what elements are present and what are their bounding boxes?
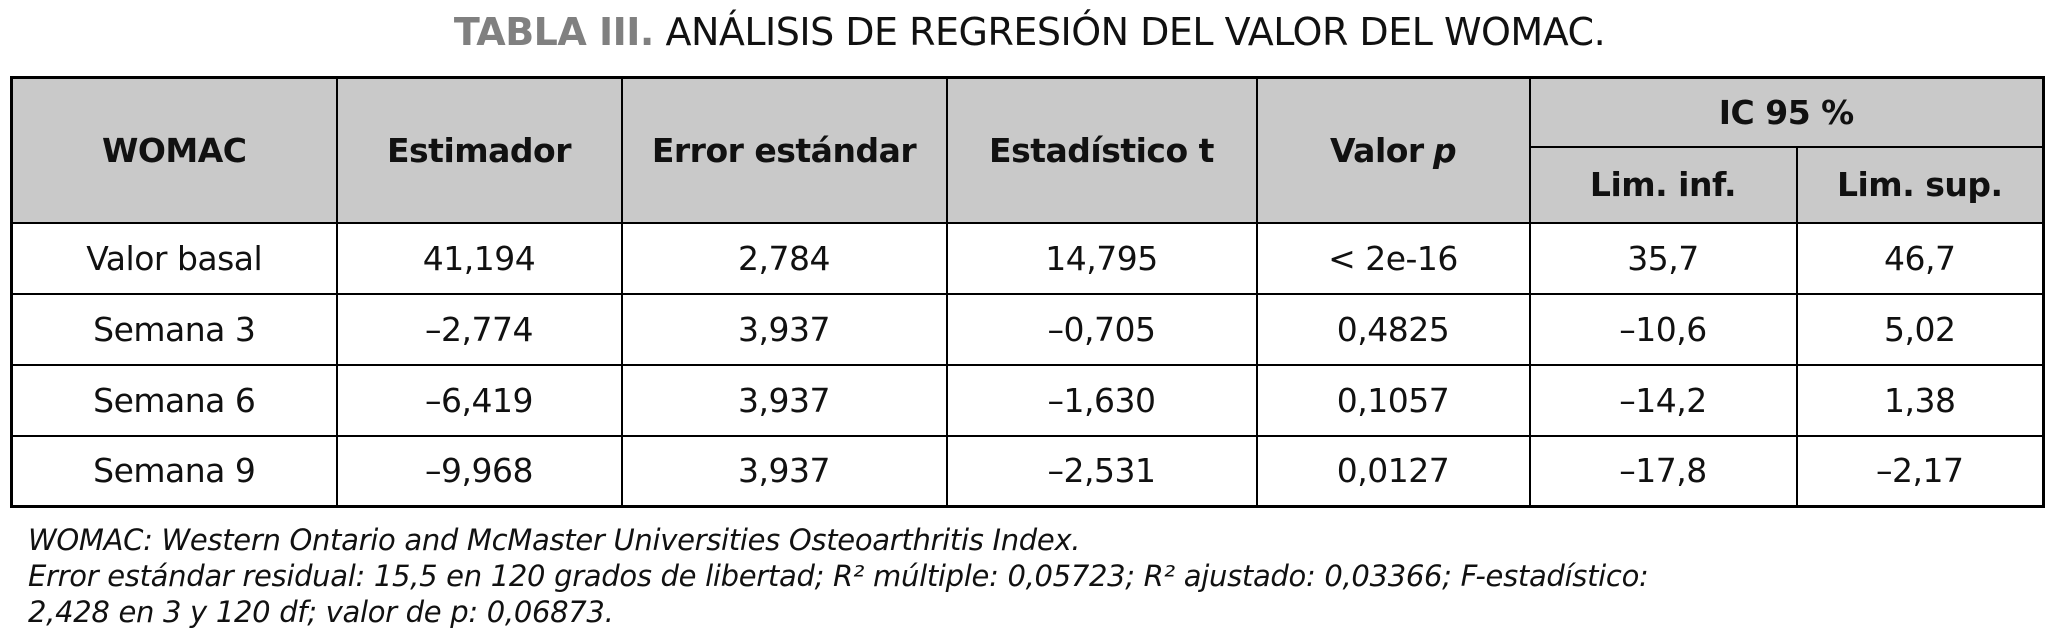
table-cell: –0,705: [945, 292, 1258, 366]
valor-p-label: Valor: [1329, 130, 1424, 170]
table-cell: –2,17: [1795, 434, 2045, 508]
table-cell: –9,968: [335, 434, 623, 508]
table-cell: 2,784: [620, 221, 948, 295]
col-header-estadistico-t: Estadístico t: [945, 76, 1258, 224]
table-cell: –14,2: [1528, 363, 1798, 437]
footnote-line-2: Error estándar residual: 15,5 en 120 gra…: [28, 559, 1649, 593]
col-header-estimador: Estimador: [335, 76, 623, 224]
table-cell: –1,630: [945, 363, 1258, 437]
table-cell: –2,774: [335, 292, 623, 366]
row-label: Semana 6: [10, 363, 338, 437]
table-title-text: ANÁLISIS DE REGRESIÓN DEL VALOR DEL WOMA…: [653, 10, 1606, 54]
table-cell: 41,194: [335, 221, 623, 295]
table-footnotes: WOMAC: Western Ontario and McMaster Univ…: [28, 522, 2028, 630]
table-cell: 14,795: [945, 221, 1258, 295]
table-cell: 35,7: [1528, 221, 1798, 295]
row-label: Semana 9: [10, 434, 338, 508]
row-label: Semana 3: [10, 292, 338, 366]
table-cell: < 2e-16: [1255, 221, 1531, 295]
col-header-ic95: IC 95 %: [1528, 76, 2045, 148]
table-cell: 1,38: [1795, 363, 2045, 437]
regression-table: WOMAC Estimador Error estándar Estadísti…: [10, 76, 2045, 508]
table-cell: –6,419: [335, 363, 623, 437]
table-row-semana-3: Semana 3 –2,774 3,937 –0,705 0,4825 –10,…: [10, 292, 2045, 366]
table-cell: 3,937: [620, 363, 948, 437]
col-header-valor-p: Valor p: [1255, 76, 1531, 224]
table-cell: –17,8: [1528, 434, 1798, 508]
valor-p-variable: p: [1432, 130, 1457, 170]
table-title-label: TABLA III.: [453, 10, 655, 54]
col-header-lim-inf: Lim. inf.: [1528, 145, 1798, 224]
table-row-valor-basal: Valor basal 41,194 2,784 14,795 < 2e-16 …: [10, 221, 2045, 295]
col-header-womac: WOMAC: [10, 76, 338, 224]
table-row-semana-6: Semana 6 –6,419 3,937 –1,630 0,1057 –14,…: [10, 363, 2045, 437]
row-label: Valor basal: [10, 221, 338, 295]
table-row-semana-9: Semana 9 –9,968 3,937 –2,531 0,0127 –17,…: [10, 434, 2045, 508]
table-cell: –10,6: [1528, 292, 1798, 366]
table-title: TABLA III. ANÁLISIS DE REGRESIÓN DEL VAL…: [0, 10, 2059, 54]
table-cell: 3,937: [620, 434, 948, 508]
footnote-line-3: 2,428 en 3 y 120 df; valor de p: 0,06873…: [28, 595, 614, 629]
table-cell: –2,531: [945, 434, 1258, 508]
table-cell: 46,7: [1795, 221, 2045, 295]
col-header-lim-sup: Lim. sup.: [1795, 145, 2045, 224]
footnote-line-1: WOMAC: Western Ontario and McMaster Univ…: [28, 523, 1081, 557]
table-cell: 0,0127: [1255, 434, 1531, 508]
table-cell: 5,02: [1795, 292, 2045, 366]
table-cell: 0,4825: [1255, 292, 1531, 366]
table-cell: 0,1057: [1255, 363, 1531, 437]
col-header-error-estandar: Error estándar: [620, 76, 948, 224]
table-cell: 3,937: [620, 292, 948, 366]
